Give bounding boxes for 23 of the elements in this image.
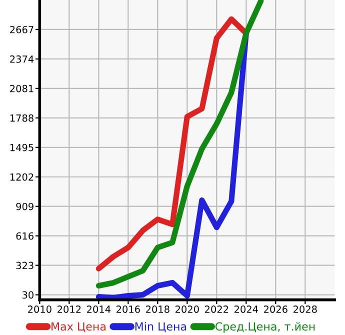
legend-label: Max Цена: [52, 322, 106, 332]
x-tick-label: 2016: [116, 306, 140, 313]
x-tick-label: 2010: [28, 306, 52, 313]
x-tick-label: 2022: [205, 306, 228, 313]
legend-label: Min Цена: [135, 322, 186, 332]
legend-label: Сред.Цена, т.йен: [215, 322, 315, 333]
y-tick-label: 30: [22, 291, 34, 299]
x-tick-label: 2028: [293, 306, 317, 313]
y-tick-label: 2374: [10, 55, 34, 63]
y-tick-label: 1788: [10, 114, 34, 122]
x-tick-label: 2024: [234, 306, 258, 313]
x-tick-label: 2026: [264, 306, 288, 313]
y-tick-label: 1495: [10, 144, 34, 152]
y-tick-label: 323: [16, 262, 34, 270]
x-tick-label: 2014: [87, 306, 110, 313]
x-tick-label: 2020: [176, 306, 199, 313]
x-tick-label: 2018: [146, 306, 170, 313]
x-tick-label: 2012: [58, 306, 81, 313]
y-tick-label: 616: [16, 232, 34, 240]
y-tick-label: 2667: [10, 26, 34, 34]
y-tick-label: 1202: [10, 173, 34, 181]
y-tick-label: 2081: [10, 84, 34, 92]
y-tick-label: 909: [16, 202, 34, 210]
